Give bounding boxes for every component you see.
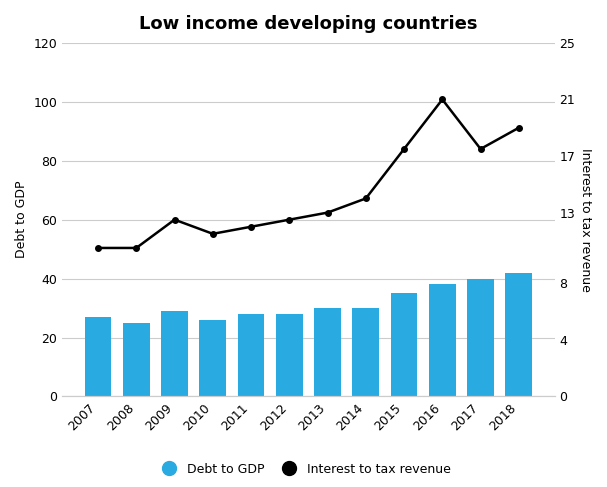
Bar	[200, 320, 226, 396]
Legend: Debt to GDP, Interest to tax revenue: Debt to GDP, Interest to tax revenue	[152, 458, 455, 481]
Bar	[353, 308, 379, 396]
Title: Low income developing countries: Low income developing countries	[139, 15, 478, 33]
Bar	[314, 308, 341, 396]
Y-axis label: Interest to tax revenue: Interest to tax revenue	[579, 148, 592, 292]
Bar	[467, 279, 494, 396]
Bar	[276, 314, 303, 396]
Bar	[391, 293, 418, 396]
Bar	[429, 284, 456, 396]
Bar	[84, 317, 112, 396]
Bar	[123, 323, 150, 396]
Y-axis label: Debt to GDP: Debt to GDP	[15, 181, 28, 259]
Bar	[161, 311, 188, 396]
Bar	[238, 314, 265, 396]
Bar	[506, 273, 532, 396]
